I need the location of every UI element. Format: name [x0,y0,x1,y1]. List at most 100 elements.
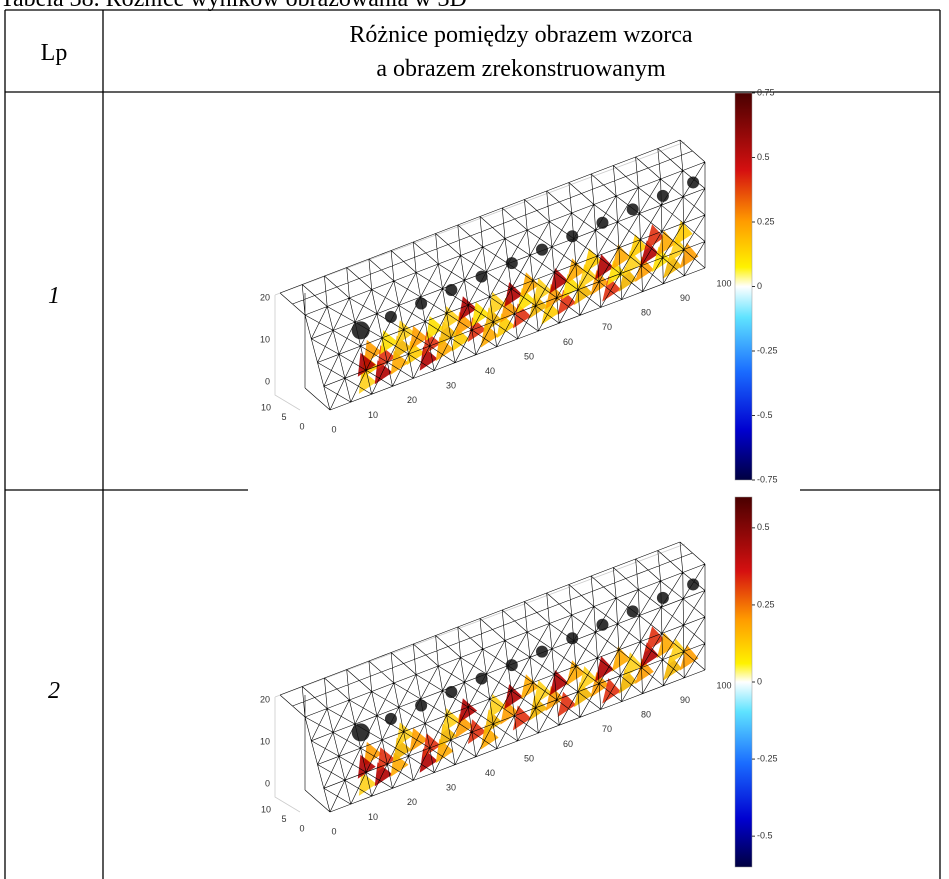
diff-patch [467,719,487,745]
mesh-node [687,578,700,591]
colorbar-tick-label: 0 [757,676,762,686]
diff-patch [635,256,654,283]
diff-patch [504,684,523,710]
diff-patch [512,705,532,731]
colorbar-tick-label: 0.5 [757,522,770,532]
diff-patch [422,733,441,758]
diff-patch [396,320,415,345]
mesh-node [445,686,458,699]
x-tick-label: 70 [602,322,612,332]
x-tick-label: 0 [331,826,336,836]
mesh-node [687,176,700,189]
diff-patch [566,660,586,686]
colorbar-tick-label: 0.25 [757,599,775,609]
x-tick-label: 30 [446,381,456,391]
diff-patch [541,299,560,325]
x-tick-label: 90 [680,695,690,705]
diff-patch [516,287,536,313]
diff-patch [611,646,631,672]
z-tick-label: 20 [260,694,270,704]
diff-patch [557,691,577,718]
mesh-node [626,203,639,216]
diff-patch [673,220,693,247]
diff-patch [557,289,577,316]
mesh [279,541,706,813]
diff-patch [578,264,598,290]
mesh-node [656,591,669,604]
x-tick-label: 100 [716,680,731,690]
mesh-node [384,310,397,323]
x-tick-label: 10 [368,410,378,420]
diff-patch [623,250,643,276]
mesh [279,139,706,411]
y-tick-label: 0 [299,421,304,431]
x-tick-label: 80 [641,710,651,720]
diff-patch [458,698,478,724]
header-title: a obrazem zrekonstruowanym [376,56,666,82]
mesh-node [415,699,428,712]
colorbar [734,496,753,868]
diff-patch [635,658,654,685]
diff-patch [504,282,523,308]
mesh-node [505,659,518,672]
diff-patch [594,254,614,280]
diff-patch [618,668,638,694]
z-tick-label: 0 [265,778,270,788]
diff-patch [668,236,688,263]
mesh-node [566,632,579,645]
mesh-node [351,321,370,340]
z-tick-label: 10 [260,736,270,746]
caption: Tabela 38. Różnice wyników obrazowania w… [0,0,467,12]
colorbar-tick-label: 0.25 [757,216,775,226]
mesh-node [566,230,579,243]
diff-patch [409,325,428,351]
colorbar-tick-label: 0 [757,281,762,291]
diff-patch [409,727,428,753]
x-tick-label: 70 [602,724,612,734]
diff-patch [396,722,415,747]
diff-patch [645,224,665,251]
diff-patch [645,626,665,653]
mesh-node [656,189,669,202]
diff-patch [529,695,548,721]
z-tick-label: 0 [265,376,270,386]
z-tick-label: 10 [260,334,270,344]
y-tick-label: 5 [281,814,286,824]
x-tick-label: 60 [563,337,573,347]
y-tick-label: 10 [261,804,271,814]
colorbar-tick-label: -0.5 [757,410,773,420]
mesh-node [536,243,549,256]
diff-patch [363,339,383,365]
x-tick-label: 90 [680,293,690,303]
mesh-node [536,645,549,658]
mesh-node [384,712,397,725]
mesh-node [596,618,609,631]
y-tick-label: 0 [299,823,304,833]
mesh-node [415,297,428,310]
y-tick-label: 10 [261,402,271,412]
colorbar-tick-label: -0.25 [757,753,778,763]
mesh-node [505,257,518,270]
mesh-node [351,723,370,742]
x-tick-label: 40 [485,768,495,778]
x-tick-label: 20 [407,797,417,807]
diff-patch [618,266,638,292]
z-tick-label: 20 [260,292,270,302]
diff-patch [487,694,507,719]
mesh-node [475,672,488,685]
diff-patch [656,230,676,257]
diff-patch [594,656,614,682]
diff-patch [578,666,598,692]
diff-patch [628,234,648,261]
diff-patch [651,246,671,273]
x-tick-label: 80 [641,308,651,318]
row-number: 2 [48,678,60,704]
x-tick-label: 100 [716,278,731,288]
diff-patch [656,632,676,659]
table-borders [4,9,941,879]
mesh-node [626,605,639,618]
x-tick-label: 60 [563,739,573,749]
